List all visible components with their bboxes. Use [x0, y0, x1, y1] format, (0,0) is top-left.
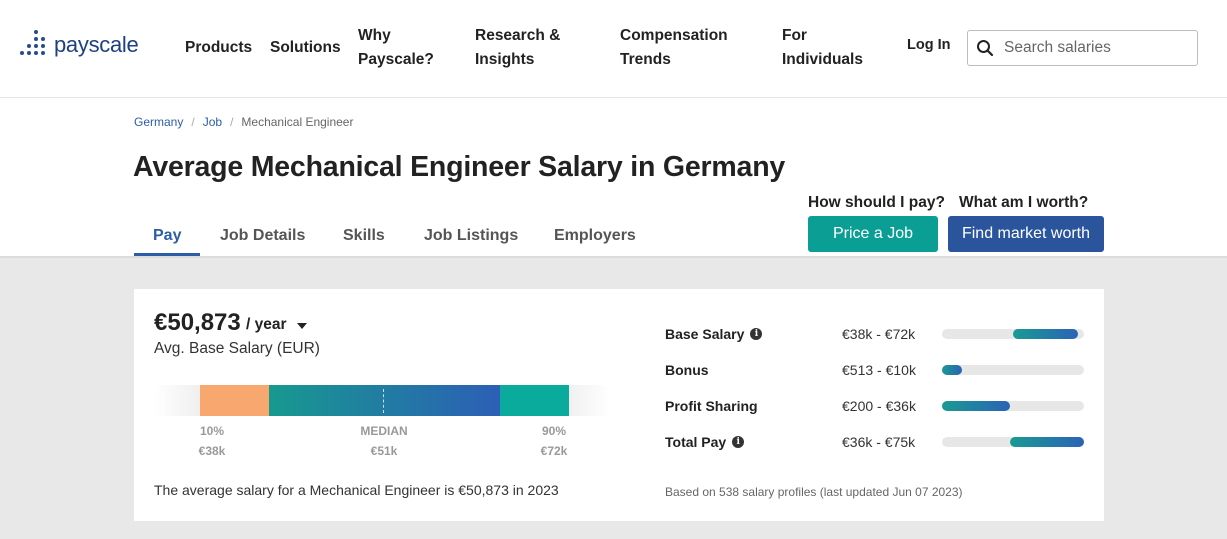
pay-row-range: €200 - €36k [842, 398, 916, 414]
nav-research-insights[interactable]: Research & Insights [475, 27, 561, 68]
info-icon[interactable]: i [732, 436, 745, 448]
search-input[interactable] [1004, 39, 1184, 57]
nav-products[interactable]: Products [185, 39, 253, 56]
pay-row-name: Profit Sharing [665, 398, 758, 414]
average-salary-value: €50,873 [154, 309, 241, 336]
nav-compensation-trends[interactable]: Compensation Trends [620, 27, 728, 68]
p90-value: €72k [540, 444, 568, 458]
pay-row-base-salary: Base Salary i €38k - €72k [665, 326, 1085, 346]
tab-employers[interactable]: Employers [554, 227, 636, 244]
range-segment-high [500, 385, 569, 416]
breadcrumb-job[interactable]: Job [202, 115, 223, 129]
salary-card: €50,873 / year Avg. Base Salary (EUR) 10… [134, 289, 1104, 521]
tab-skills[interactable]: Skills [343, 227, 385, 244]
nav-for-individuals[interactable]: For Individuals [782, 27, 863, 68]
pay-row-range: €36k - €75k [842, 434, 916, 450]
salary-period-dropdown[interactable]: / year [246, 316, 287, 333]
pay-row-track [942, 329, 1084, 339]
pay-row-track [942, 401, 1084, 411]
payscale-logo[interactable]: payscale [20, 30, 139, 60]
median-marker [383, 389, 384, 413]
tabs-divider [0, 256, 1227, 258]
range-segment-low [200, 385, 269, 416]
site-header: payscale Products Solutions Why Payscale… [0, 0, 1227, 98]
tab-job-listings[interactable]: Job Listings [424, 227, 519, 244]
pay-row-bonus: Bonus €513 - €10k [665, 362, 1085, 382]
nav-why-payscale[interactable]: Why Payscale? [358, 27, 434, 68]
median-value: €51k [370, 444, 398, 458]
pay-row-name: Total Pay [665, 434, 727, 450]
price-a-job-button[interactable]: Price a Job [808, 216, 938, 252]
nav-solutions[interactable]: Solutions [270, 39, 341, 56]
active-tab-indicator [134, 253, 200, 256]
pay-row-total-pay: Total Pay i €36k - €75k [665, 434, 1085, 454]
login-link[interactable]: Log In [907, 37, 951, 53]
breadcrumb: Germany / Job / Mechanical Engineer [134, 115, 354, 129]
search-box[interactable] [967, 30, 1198, 66]
salary-summary: The average salary for a Mechanical Engi… [154, 482, 559, 498]
average-salary-label: Avg. Base Salary (EUR) [154, 340, 320, 357]
search-icon [977, 40, 994, 57]
market-worth-prompt: What am I worth? [959, 194, 1089, 211]
pay-row-fill [1010, 437, 1084, 447]
find-market-worth-button[interactable]: Find market worth [948, 216, 1104, 252]
pay-row-name: Bonus [665, 362, 709, 378]
tab-pay[interactable]: Pay [153, 227, 182, 244]
info-icon[interactable]: i [750, 328, 763, 340]
pay-row-profit-sharing: Profit Sharing €200 - €36k [665, 398, 1085, 418]
page-title: Average Mechanical Engineer Salary in Ge… [133, 151, 786, 183]
pay-row-range: €38k - €72k [842, 326, 916, 342]
tab-job-details[interactable]: Job Details [220, 227, 306, 244]
pay-row-fill [1013, 329, 1079, 339]
pay-row-track [942, 437, 1084, 447]
breadcrumb-current: Mechanical Engineer [241, 115, 354, 129]
data-source-footnote: Based on 538 salary profiles (last updat… [665, 485, 963, 499]
price-job-prompt: How should I pay? [808, 194, 945, 211]
range-segment-middle [269, 385, 500, 416]
breadcrumb-germany[interactable]: Germany [134, 115, 184, 129]
pay-row-range: €513 - €10k [842, 362, 916, 378]
pay-row-name: Base Salary [665, 326, 745, 342]
p90-label: 90% [541, 424, 567, 438]
pay-row-track [942, 365, 1084, 375]
chevron-down-icon[interactable] [297, 323, 307, 329]
median-label: MEDIAN [360, 424, 408, 438]
logo-dots-icon [20, 30, 48, 60]
pay-row-fill [942, 401, 1011, 411]
p10-label: 10% [199, 424, 225, 438]
p10-value: €38k [198, 444, 226, 458]
pay-row-fill [942, 365, 962, 375]
logo-text: payscale [54, 32, 139, 57]
